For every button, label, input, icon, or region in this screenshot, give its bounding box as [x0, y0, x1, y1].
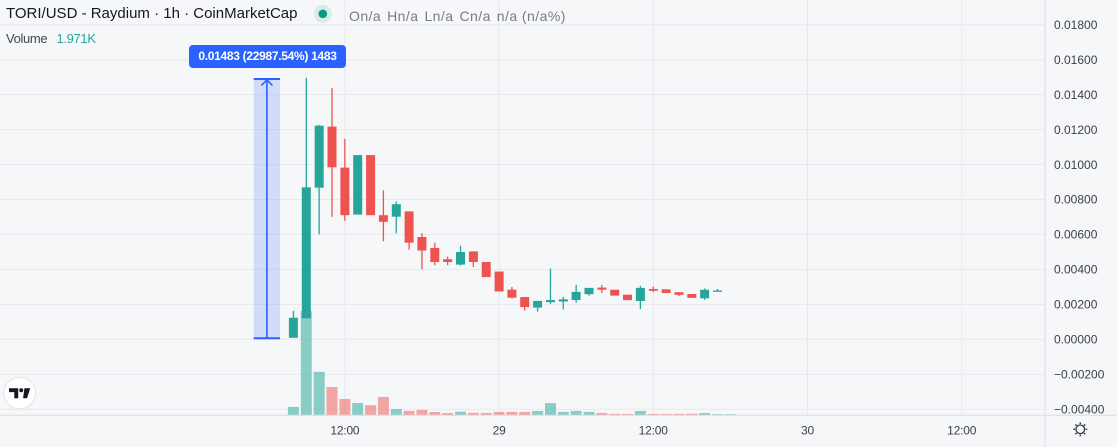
svg-text:0.01400: 0.01400	[1054, 88, 1098, 102]
svg-text:−0.00400: −0.00400	[1054, 402, 1105, 416]
svg-text:0.00200: 0.00200	[1054, 298, 1098, 312]
svg-text:0.00400: 0.00400	[1054, 263, 1098, 277]
svg-text:30: 30	[801, 424, 814, 438]
svg-text:−0.00200: −0.00200	[1054, 367, 1105, 381]
svg-text:12:00: 12:00	[947, 424, 977, 438]
svg-text:12:00: 12:00	[330, 424, 360, 438]
svg-text:0.01800: 0.01800	[1054, 18, 1098, 32]
svg-text:0.00000: 0.00000	[1054, 333, 1098, 347]
svg-text:0.01000: 0.01000	[1054, 158, 1098, 172]
svg-text:0.00600: 0.00600	[1054, 228, 1098, 242]
svg-text:12:00: 12:00	[639, 424, 669, 438]
svg-text:0.01200: 0.01200	[1054, 123, 1098, 137]
svg-text:0.01600: 0.01600	[1054, 53, 1098, 67]
svg-text:0.00800: 0.00800	[1054, 193, 1098, 207]
svg-text:29: 29	[493, 424, 506, 438]
